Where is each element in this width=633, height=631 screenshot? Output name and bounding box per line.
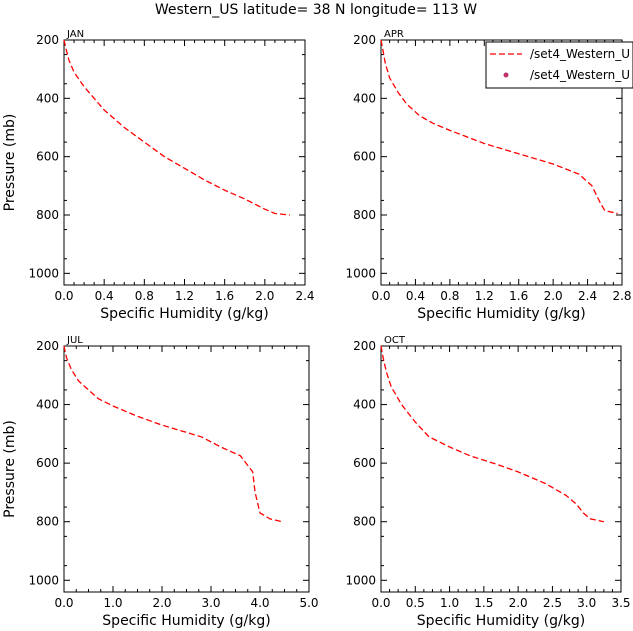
y-tick-label: 400 xyxy=(353,398,376,412)
y-tick-label: 1000 xyxy=(345,266,376,280)
x-tick-label: 2.0 xyxy=(544,289,563,303)
y-tick-label: 1000 xyxy=(28,266,59,280)
x-tick-label: 1.0 xyxy=(440,596,459,610)
y-tick-label: 1000 xyxy=(28,573,59,587)
x-tick-label: 1.6 xyxy=(509,289,528,303)
series-line-oct xyxy=(380,345,605,523)
x-tick-label: 0.4 xyxy=(406,289,425,303)
x-tick-label: 2.0 xyxy=(152,596,171,610)
y-tick-label: 200 xyxy=(36,33,59,47)
x-axis-label: Specific Humidity (g/kg) xyxy=(102,613,270,629)
x-tick-label: 3.0 xyxy=(577,596,596,610)
series-line-apr xyxy=(380,39,618,215)
figure-title: Western_US latitude= 38 N longitude= 113… xyxy=(155,2,477,18)
x-tick-label: 2.5 xyxy=(543,596,562,610)
y-tick-label: 400 xyxy=(353,91,376,105)
y-tick-label: 800 xyxy=(353,208,376,222)
y-tick-label: 400 xyxy=(36,398,59,412)
legend: /set4_Western_U/set4_Western_U xyxy=(485,41,633,89)
plot-frame xyxy=(380,345,622,593)
x-tick-label: 5.0 xyxy=(299,596,318,610)
x-tick-label: 0.4 xyxy=(95,289,114,303)
x-tick-label: 1.0 xyxy=(103,596,122,610)
y-axis-label: Pressure (mb) xyxy=(2,420,18,518)
x-tick-label: 0.8 xyxy=(440,289,459,303)
legend-entry-label: /set4_Western_U xyxy=(530,47,630,61)
y-axis-label: Pressure (mb) xyxy=(2,114,18,212)
x-axis-label: Specific Humidity (g/kg) xyxy=(100,306,268,322)
x-tick-label: 3.0 xyxy=(201,596,220,610)
chart-panel-jul: JUL 0.0 1.0 2.0 3.0 4.0 5.0 200 400 600 800 1000 Spe… xyxy=(2,335,319,629)
panels-group: JAN 0.0 0.4 0.8 1.2 1.6 2.0 2.4 200 400 600 800 1000… xyxy=(2,29,632,629)
x-tick-label: 1.2 xyxy=(175,289,194,303)
y-tick-label: 600 xyxy=(36,150,59,164)
y-tick-label: 200 xyxy=(36,339,59,353)
panel-label: JUL xyxy=(66,335,83,346)
chart-panel-jan: JAN 0.0 0.4 0.8 1.2 1.6 2.0 2.4 200 400 600 800 1000… xyxy=(2,29,315,322)
x-axis-label: Specific Humidity (g/kg) xyxy=(417,306,585,322)
x-tick-label: 2.4 xyxy=(295,289,314,303)
series-line-jan xyxy=(63,39,290,216)
legend-swatch-dot xyxy=(503,72,509,78)
y-tick-label: 600 xyxy=(353,456,376,470)
y-tick-label: 800 xyxy=(36,208,59,222)
series-line-jul xyxy=(63,345,283,523)
y-tick-label: 800 xyxy=(36,515,59,529)
legend-box xyxy=(485,41,633,89)
x-tick-label: 1.6 xyxy=(215,289,234,303)
x-tick-label: 1.5 xyxy=(474,596,493,610)
x-tick-label: 2.0 xyxy=(509,596,528,610)
x-tick-label: 2.8 xyxy=(612,289,631,303)
x-tick-label: 0.5 xyxy=(406,596,425,610)
plot-frame xyxy=(63,345,310,593)
panel-label: APR xyxy=(384,29,404,40)
x-tick-label: 1.2 xyxy=(475,289,494,303)
x-tick-label: 0.0 xyxy=(54,596,73,610)
x-tick-label: 0.8 xyxy=(135,289,154,303)
plot-frame xyxy=(63,39,306,286)
y-tick-label: 600 xyxy=(36,456,59,470)
x-tick-label: 2.4 xyxy=(578,289,597,303)
x-tick-label: 4.0 xyxy=(250,596,269,610)
y-tick-label: 200 xyxy=(353,33,376,47)
x-tick-label: 2.0 xyxy=(255,289,274,303)
y-tick-label: 400 xyxy=(36,91,59,105)
y-tick-label: 200 xyxy=(353,339,376,353)
y-tick-label: 800 xyxy=(353,515,376,529)
x-tick-label: 0.0 xyxy=(371,596,390,610)
x-tick-label: 3.5 xyxy=(611,596,630,610)
panel-label: OCT xyxy=(384,335,406,346)
y-tick-label: 1000 xyxy=(345,573,376,587)
x-tick-label: 0.0 xyxy=(54,289,73,303)
x-axis-label: Specific Humidity (g/kg) xyxy=(417,613,585,629)
y-tick-label: 600 xyxy=(353,150,376,164)
legend-entry-label: /set4_Western_U xyxy=(530,68,630,82)
x-tick-label: 0.0 xyxy=(371,289,390,303)
chart-panel-apr: APR 0.0 0.4 0.8 1.2 1.6 2.0 2.4 2.8 200 400 600 800 1… xyxy=(345,29,631,322)
chart-panel-oct: OCT 0.0 0.5 1.0 1.5 2.0 2.5 3.0 3.5 200 400 600 800 1… xyxy=(345,335,630,629)
panel-label: JAN xyxy=(66,29,84,40)
